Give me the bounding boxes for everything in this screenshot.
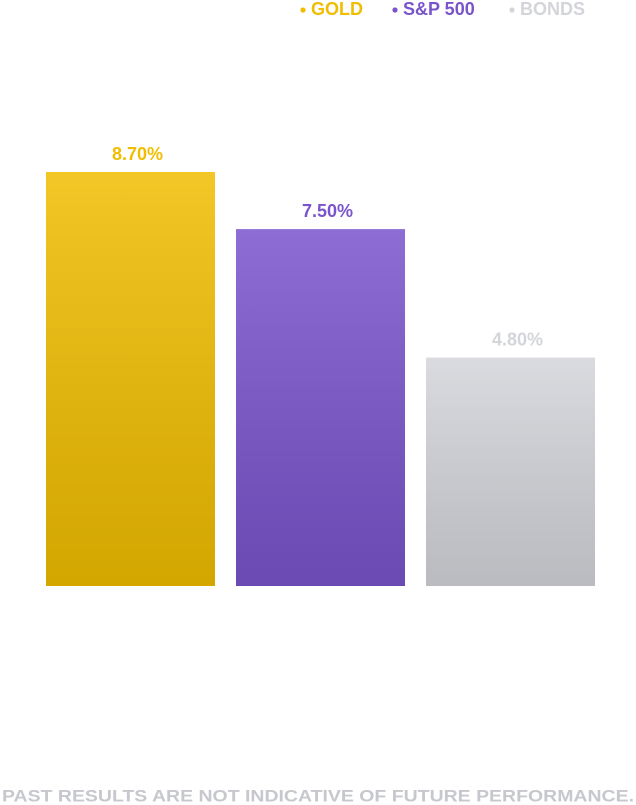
- value-label: 4.80%: [492, 329, 543, 349]
- value-label: 7.50%: [302, 201, 353, 221]
- footnote: PAST RESULTS ARE NOT INDICATIVE OF FUTUR…: [2, 786, 634, 805]
- bar-shade: [426, 357, 595, 586]
- legend-dot: [392, 7, 398, 13]
- legend-label: GOLD: [311, 0, 363, 19]
- bar-shade: [236, 229, 405, 586]
- bar-shade: [46, 172, 215, 586]
- value-label: 8.70%: [112, 144, 163, 164]
- legend-label: BONDS: [520, 0, 585, 19]
- legend-dot: [509, 7, 515, 13]
- legend-dot: [300, 7, 306, 13]
- legend-label: S&P 500: [403, 0, 475, 19]
